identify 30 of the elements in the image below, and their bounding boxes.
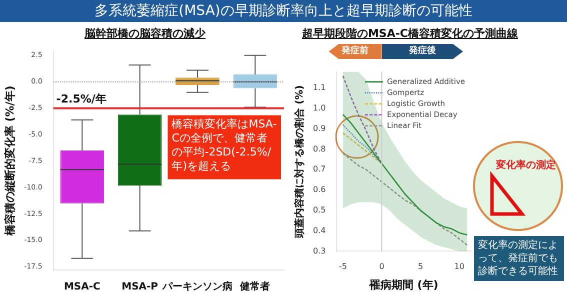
x-tick-label: 5 — [418, 262, 424, 272]
y-tick-label: 0.7 — [312, 164, 326, 174]
line-series — [342, 152, 468, 246]
x-tick-label: -5 — [338, 262, 347, 272]
y-tick-label: 0.5 — [312, 206, 326, 215]
line-series — [342, 124, 382, 164]
chart-title: 多系統萎縮症(MSA)の早期診断率向上と超早期診断の可能性 — [0, 0, 567, 22]
y-tick-label: 1.0 — [312, 104, 326, 113]
y-tick-label: 0.9 — [312, 124, 326, 133]
x-tick-label: MSA-P — [122, 282, 158, 293]
x-tick-label: MSA-C — [64, 282, 100, 293]
x-tick-label: 10 — [454, 262, 464, 272]
text: 変化率の測定 — [495, 159, 556, 171]
ref-line-label: -2.5%/年 — [56, 92, 106, 106]
y-tick-label: 0.4 — [312, 226, 326, 235]
text: 変化率の測定によって、発症前でも診断できる可能性 — [474, 236, 564, 281]
y-axis-title: 頭蓋内容積に対する橋の割合 (%) — [294, 85, 306, 239]
y-tick-label: 1.1 — [312, 83, 326, 92]
y-axis-title: 橋容積の縦断的変化率 (%/年) — [3, 86, 16, 237]
x-tick-label: パーキンソン病 — [161, 280, 232, 293]
x-tick-label: 0 — [379, 262, 384, 272]
chart-subtitle: 脳幹部橋の脳容積の減少 — [83, 26, 206, 41]
x-axis-title: 罹病期間 (年) — [368, 278, 438, 292]
y-tick-label: 0.3 — [312, 246, 326, 256]
line-series — [342, 132, 382, 164]
y-tick-label: 0.6 — [312, 185, 326, 194]
chart-title: 超早期段階のMSA-C橋容積変化の予測曲線 — [300, 26, 520, 41]
x-tick-label: 健常者 — [239, 280, 270, 293]
y-tick-label: 0.8 — [312, 144, 326, 154]
annotation: 橋容積変化率はMSA-Cの全例で、健常者の平均-2SD(-2.5%/年)を超える — [172, 118, 277, 173]
